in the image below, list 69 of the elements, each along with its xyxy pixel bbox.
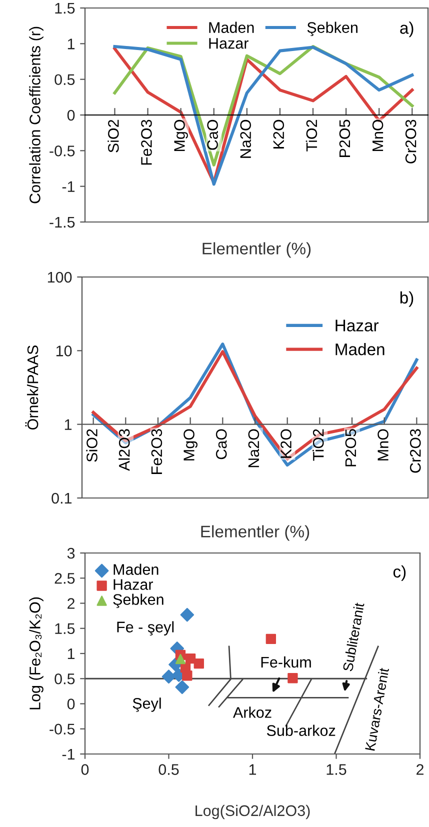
x-tick-label: MnO: [378, 429, 388, 460]
x-tick-label: 0.5: [158, 764, 179, 775]
x-tick-label: Fe2O3: [141, 120, 152, 165]
x-tick-label: Cr2O3: [405, 120, 416, 164]
legend-label: Şebken: [113, 594, 164, 608]
annotation: Sub-arkoz: [266, 724, 336, 736]
y-tick-label: 10: [56, 346, 72, 356]
y-tick-label: 1: [64, 419, 72, 430]
x-tick-label: MgO: [174, 120, 188, 152]
legend-label: Maden: [114, 564, 158, 575]
x-tick-label: Al2O3: [118, 429, 130, 471]
y-tick-label: -0.5: [50, 724, 75, 735]
x-tick-label: Na2O: [248, 429, 260, 468]
y-tick-label: 0: [67, 110, 75, 121]
x-tick-label: SiO2: [108, 120, 119, 152]
x-tick-label: CaO: [207, 120, 218, 150]
x-tick-label: MgO: [184, 429, 198, 460]
annotation: a): [400, 22, 414, 38]
y-tick-label: 3: [67, 548, 75, 559]
x-tick-label: P2O5: [345, 429, 356, 466]
y-tick-label: -0.5: [50, 146, 75, 156]
x-tick-label: 1: [249, 764, 256, 775]
y-axis-title: Log (Fe₂O₃/K₂O): [29, 597, 44, 710]
legend-label: Maden: [336, 343, 384, 356]
legend-label: Hazar: [114, 579, 153, 590]
y-tick-label: -1.5: [50, 217, 75, 228]
annotation: Fe - şeyl: [117, 621, 174, 636]
x-tick-label: 2: [416, 764, 424, 775]
x-tick-label: 0: [81, 764, 89, 775]
y-tick-label: 0.1: [52, 492, 72, 504]
annotation: Arkoz: [233, 706, 272, 718]
annotation: Subliteranit: [342, 602, 364, 672]
x-tick-label: MnO: [372, 120, 384, 152]
y-tick-label: 2.5: [54, 572, 75, 584]
x-axis-title: Elementler (%): [202, 242, 311, 258]
annotation: Şeyl: [132, 698, 161, 712]
y-tick-label: 2: [68, 598, 75, 609]
y-tick-label: 100: [48, 272, 72, 283]
x-tick-label: TiO2: [312, 429, 324, 461]
x-tick-label: K2O: [280, 429, 292, 458]
legend-label: Hazar: [336, 320, 379, 332]
y-tick-label: 0.5: [54, 74, 75, 86]
x-tick-label: P2O5: [339, 120, 350, 157]
x-tick-label: Cr2O3: [410, 429, 421, 473]
x-axis-title: Elementler (%): [201, 525, 310, 541]
legend-label: Maden: [209, 22, 254, 33]
y-tick-label: 0: [67, 698, 75, 710]
y-tick-label: 0.5: [54, 673, 75, 684]
y-tick-label: 1: [68, 648, 75, 660]
y-axis-title: Örnek/PAAS: [25, 345, 38, 430]
x-tick-label: Fe2O3: [151, 429, 162, 474]
annotation: c): [393, 565, 406, 581]
y-axis-title: Correlation Coefficients (r): [29, 26, 44, 204]
x-tick-label: TiO2: [306, 120, 318, 152]
annotation: Fe-kum: [261, 656, 311, 668]
x-tick-label: CaO: [216, 429, 227, 460]
x-tick-label: Na2O: [240, 120, 252, 158]
y-tick-label: 1.5: [55, 3, 75, 14]
y-tick-label: 1: [68, 38, 75, 50]
x-tick-label: 1.5: [326, 764, 346, 775]
x-tick-label: K2O: [273, 120, 284, 148]
annotation: b): [400, 291, 414, 307]
x-tick-label: SiO2: [86, 429, 98, 462]
y-tick-label: -1: [62, 181, 75, 192]
x-axis-title: Log(SiO2/Al2O3): [196, 804, 310, 820]
y-tick-label: 1.5: [55, 623, 75, 634]
legend-label: Şebken: [307, 22, 358, 36]
y-tick-label: -1: [62, 749, 75, 760]
legend-label: Hazar: [209, 38, 248, 49]
